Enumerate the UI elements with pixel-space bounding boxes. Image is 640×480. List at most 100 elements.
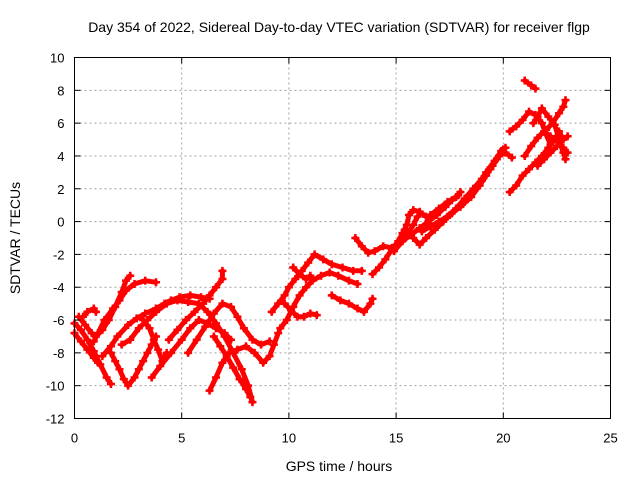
- data-point: [151, 307, 160, 316]
- x-tick-label: 5: [178, 431, 185, 446]
- data-point: [119, 375, 128, 384]
- data-point: [381, 255, 390, 264]
- data-point: [415, 207, 424, 216]
- y-tick-label: 8: [57, 83, 64, 98]
- data-point: [284, 283, 293, 292]
- data-point: [563, 132, 572, 141]
- data-point: [304, 258, 313, 267]
- data-point: [334, 271, 343, 280]
- data-point: [370, 247, 379, 256]
- y-tick-label: 4: [57, 149, 64, 164]
- data-point: [141, 309, 150, 318]
- data-point: [302, 275, 311, 284]
- data-point: [460, 197, 469, 206]
- data-series-track-25: [426, 188, 465, 220]
- data-point: [248, 335, 257, 344]
- data-point: [89, 337, 98, 346]
- data-point: [409, 234, 418, 242]
- x-axis-label: GPS time / hours: [286, 458, 393, 474]
- data-point: [306, 309, 315, 318]
- data-point: [555, 109, 564, 118]
- data-point: [177, 335, 186, 344]
- data-point: [83, 335, 92, 344]
- data-point: [452, 192, 461, 201]
- data-point: [173, 296, 182, 305]
- data-point: [117, 340, 126, 349]
- data-point: [540, 155, 549, 164]
- data-series-track-2: [70, 319, 115, 389]
- data-series-track-33: [533, 132, 572, 170]
- x-tick-label: 10: [282, 431, 296, 446]
- data-point: [130, 279, 139, 288]
- data-point: [295, 291, 304, 300]
- data-point: [527, 142, 536, 151]
- data-point: [96, 360, 105, 369]
- data-point: [190, 307, 199, 316]
- data-series-track-18: [289, 263, 315, 284]
- data-point: [186, 324, 195, 333]
- data-point: [121, 286, 130, 295]
- data-point: [184, 297, 193, 306]
- data-point: [299, 312, 308, 321]
- data-point: [520, 151, 529, 160]
- data-point: [100, 316, 109, 325]
- data-point: [312, 311, 321, 320]
- data-point: [306, 271, 315, 280]
- y-tick-label: 10: [50, 51, 64, 66]
- data-point: [181, 316, 190, 325]
- data-point: [359, 307, 368, 316]
- data-point: [147, 373, 156, 382]
- data-point: [546, 132, 555, 141]
- data-series-track-34: [542, 96, 570, 134]
- data-point: [139, 357, 148, 366]
- data-point: [368, 270, 377, 279]
- data-point: [218, 358, 227, 367]
- data-point: [533, 112, 542, 121]
- data-point: [518, 171, 527, 180]
- data-point: [430, 225, 439, 234]
- data-point: [505, 188, 514, 197]
- axis-ticks: 0 5 10 15 20 25 -12 -10 -8 -6 -4 -2 0 2 4 6 8 10: [46, 51, 618, 446]
- data-point: [205, 291, 214, 300]
- data-point: [552, 142, 561, 151]
- data-point: [400, 225, 409, 234]
- data-point: [265, 337, 274, 346]
- data-point: [398, 237, 407, 246]
- data-point: [291, 275, 300, 284]
- series-line: [290, 265, 313, 282]
- data-point: [199, 299, 208, 308]
- data-point: [134, 324, 143, 333]
- y-tick-label: 2: [57, 182, 64, 197]
- data-point: [205, 386, 214, 395]
- data-point: [76, 325, 85, 334]
- data-point: [357, 266, 366, 275]
- data-series-track-15: [267, 250, 366, 316]
- data-point: [79, 312, 88, 321]
- data-point: [486, 165, 495, 174]
- data-point: [426, 222, 435, 231]
- data-point: [422, 234, 431, 242]
- data-point: [196, 293, 205, 302]
- data-point: [139, 316, 148, 325]
- y-tick-label: -4: [53, 280, 65, 295]
- data-point: [282, 316, 291, 325]
- data-point: [389, 247, 398, 256]
- data-point: [533, 161, 542, 170]
- data-point: [141, 276, 150, 285]
- data-point: [126, 335, 135, 344]
- data-point: [184, 348, 193, 357]
- y-tick-label: -10: [46, 379, 65, 394]
- data-point: [544, 143, 553, 152]
- data-series-track-17: [280, 299, 321, 321]
- data-point: [512, 181, 521, 190]
- data-point: [216, 342, 225, 351]
- data-point: [357, 242, 366, 251]
- data-point: [166, 348, 175, 357]
- data-point: [415, 240, 424, 249]
- data-point: [212, 283, 221, 292]
- data-point: [424, 217, 433, 226]
- data-point: [443, 197, 452, 206]
- data-point: [173, 325, 182, 334]
- data-point: [235, 375, 244, 384]
- data-point: [218, 275, 227, 284]
